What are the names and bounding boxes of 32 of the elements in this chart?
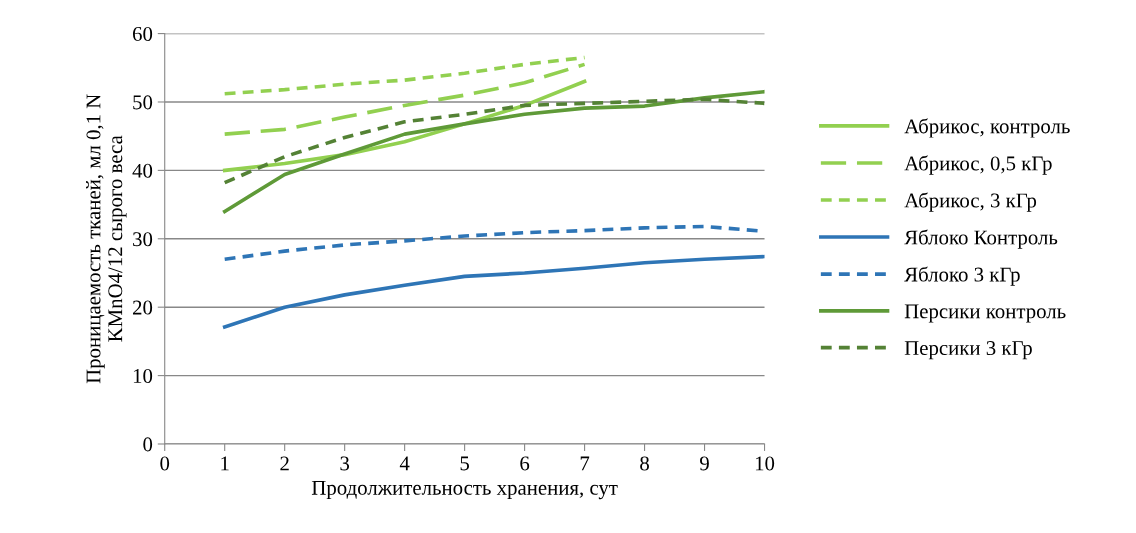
y-tick-label: 40 <box>132 163 153 178</box>
y-axis-title: Проницаемость тканей, мл 0,1 N KMnO4/12 сырого веса <box>86 94 127 384</box>
line-series <box>222 55 587 96</box>
x-tick-label: 6 <box>520 456 530 471</box>
x-tick-label: 5 <box>460 456 470 471</box>
legend-label: Персики контроль <box>904 304 1066 323</box>
legend-label: Яблоко 3 кГр <box>904 266 1020 286</box>
legend-label: Абрикос, 0,5 кГр <box>904 155 1052 175</box>
x-tick-label: 7 <box>580 456 590 471</box>
legend-label: Абрикос, контроль <box>904 118 1070 138</box>
y-tick-label: 30 <box>133 232 153 247</box>
x-tick-label: 9 <box>700 456 709 471</box>
y-tick-label: 50 <box>133 95 153 110</box>
x-tick-label: 1 <box>221 456 229 471</box>
legend-label: Персики 3 кГр <box>904 341 1032 360</box>
x-tick-label: 8 <box>640 456 649 471</box>
legend-label: Яблоко Контроль <box>904 229 1058 249</box>
line-series <box>222 89 765 214</box>
x-tick-label: 10 <box>755 456 775 471</box>
y-tick-label: 60 <box>132 26 153 42</box>
y-tick-label: 0 <box>143 437 153 452</box>
line-series <box>222 97 765 185</box>
x-tick-label: 4 <box>399 456 410 471</box>
x-tick-label: 0 <box>160 456 170 471</box>
y-tick-label: 10 <box>133 368 153 384</box>
legend-label: Абрикос, 3 кГр <box>904 192 1037 212</box>
y-tick-label: 20 <box>133 300 153 315</box>
line-series <box>222 254 765 329</box>
line-series <box>222 62 587 136</box>
x-tick-label: 3 <box>340 456 350 471</box>
x-axis-title: Продолжительность хранения, сут <box>311 481 618 500</box>
x-tick-label: 2 <box>280 456 289 471</box>
